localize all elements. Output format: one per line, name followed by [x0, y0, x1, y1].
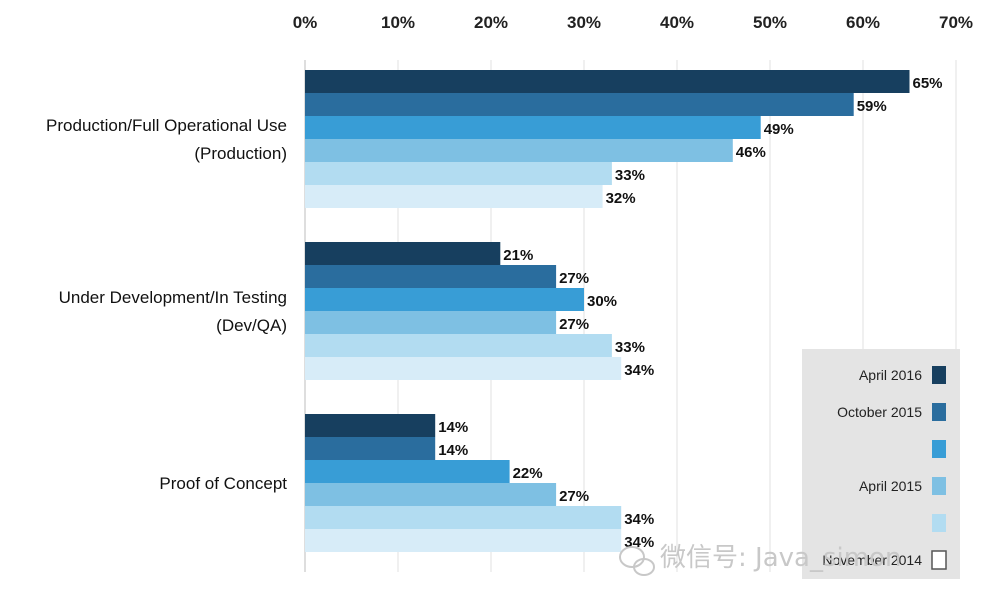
- data-label: 27%: [559, 316, 589, 333]
- data-label: 65%: [913, 75, 943, 92]
- bar: [305, 437, 436, 460]
- bar: [305, 529, 622, 552]
- bar: [305, 334, 612, 357]
- legend-swatch: [932, 514, 946, 532]
- bar: [305, 506, 622, 529]
- category-label: Production/Full Operational Use: [46, 116, 287, 135]
- bar: [305, 116, 761, 139]
- legend-label: April 2015: [859, 478, 922, 494]
- data-label: 33%: [615, 167, 645, 184]
- data-label: 32%: [606, 190, 636, 207]
- x-tick-label: 60%: [846, 13, 880, 32]
- bar: [305, 460, 510, 483]
- data-label: 14%: [438, 419, 468, 436]
- watermark: 微信号: Java_simon: [619, 543, 901, 576]
- data-label: 14%: [438, 442, 468, 459]
- x-tick-label: 10%: [381, 13, 415, 32]
- legend-label: November 2014: [822, 552, 922, 568]
- bar: [305, 265, 557, 288]
- category-label: Proof of Concept: [159, 474, 287, 493]
- wechat-icon: [619, 546, 655, 576]
- data-label: 33%: [615, 339, 645, 356]
- bar: [305, 288, 584, 311]
- category-label: Under Development/In Testing: [59, 288, 287, 307]
- data-label: 46%: [736, 144, 766, 161]
- bar: [305, 162, 612, 185]
- data-label: 30%: [587, 293, 617, 310]
- data-label: 21%: [503, 247, 533, 264]
- x-tick-label: 40%: [660, 13, 694, 32]
- bar: [305, 483, 557, 506]
- legend-swatch: [931, 550, 947, 570]
- legend-swatch: [932, 477, 946, 495]
- data-label: 49%: [764, 121, 794, 138]
- category-label: (Production): [194, 144, 287, 163]
- x-tick-label: 30%: [567, 13, 601, 32]
- bar: [305, 414, 436, 437]
- data-label: 34%: [624, 511, 654, 528]
- bar: [305, 311, 557, 334]
- legend-background: [802, 349, 960, 579]
- x-tick-label: 50%: [753, 13, 787, 32]
- data-label: 59%: [857, 98, 887, 115]
- legend-swatch: [932, 403, 946, 421]
- legend-label: April 2016: [859, 367, 922, 383]
- watermark-text: 微信号: Java_simon: [660, 543, 901, 573]
- bar: [305, 357, 622, 380]
- legend: April 2016 October 2015 April 2015 November…: [802, 349, 960, 579]
- legend-label: October 2015: [837, 404, 922, 420]
- data-label: 27%: [559, 270, 589, 287]
- bar: [305, 139, 733, 162]
- legend-swatch: [932, 440, 946, 458]
- category-labels: Production/Full Operational Use (Producti…: [46, 116, 287, 493]
- data-label: 22%: [513, 465, 543, 482]
- x-axis-ticks: 0% 10% 20% 30% 40% 50% 60% 70%: [293, 13, 973, 32]
- bar: [305, 70, 910, 93]
- legend-swatch: [932, 366, 946, 384]
- x-tick-label: 70%: [939, 13, 973, 32]
- bar: [305, 93, 854, 116]
- bar: [305, 242, 501, 265]
- data-label: 27%: [559, 488, 589, 505]
- x-tick-label: 20%: [474, 13, 508, 32]
- x-tick-label: 0%: [293, 13, 318, 32]
- category-label: (Dev/QA): [216, 316, 287, 335]
- bar: [305, 185, 603, 208]
- data-label: 34%: [624, 362, 654, 379]
- bars: 65% 59% 49% 46% 33% 32% 21% 27% 30% 27% 33% 34% 14% 1…: [305, 70, 943, 552]
